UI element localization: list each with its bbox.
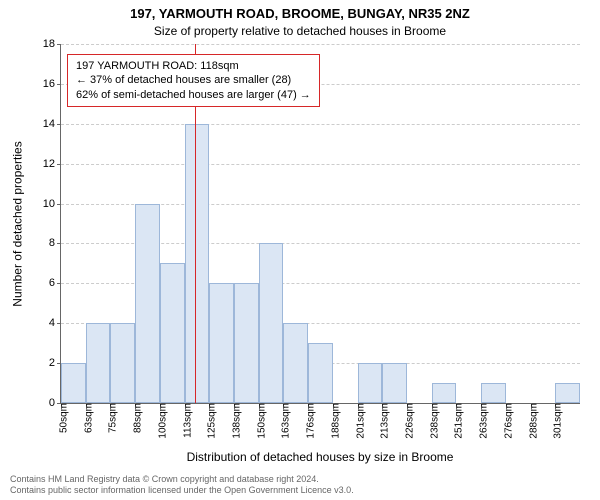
annotation-line1: 197 YARMOUTH ROAD: 118sqm — [76, 59, 311, 73]
histogram-bar — [432, 383, 457, 403]
histogram-bar — [160, 263, 185, 403]
histogram-bar — [308, 343, 333, 403]
xtick-label: 201sqm — [349, 403, 366, 439]
histogram-bar — [358, 363, 383, 403]
histogram-bar — [481, 383, 506, 403]
plot-area: 02468101214161850sqm63sqm75sqm88sqm100sq… — [60, 44, 580, 404]
xtick-label: 301sqm — [547, 403, 564, 439]
xtick-label: 88sqm — [127, 403, 144, 433]
xtick-label: 150sqm — [250, 403, 267, 439]
histogram-bar — [382, 363, 407, 403]
ytick-label: 18 — [43, 38, 61, 50]
histogram-bar — [135, 204, 160, 403]
histogram-bar — [110, 323, 135, 403]
histogram-bar — [283, 323, 308, 403]
xtick-label: 125sqm — [201, 403, 218, 439]
xtick-label: 75sqm — [102, 403, 119, 433]
ytick-label: 8 — [49, 237, 61, 249]
ytick-label: 16 — [43, 78, 61, 90]
ytick-label: 4 — [49, 317, 61, 329]
gridline — [61, 164, 580, 165]
annotation-line3: 62% of semi-detached houses are larger (… — [76, 88, 311, 102]
chart-title-main: 197, YARMOUTH ROAD, BROOME, BUNGAY, NR35… — [0, 6, 600, 21]
xtick-label: 251sqm — [448, 403, 465, 439]
gridline — [61, 44, 580, 45]
xtick-label: 100sqm — [151, 403, 168, 439]
gridline — [61, 124, 580, 125]
ytick-label: 2 — [49, 357, 61, 369]
footer-attribution: Contains HM Land Registry data © Crown c… — [10, 474, 354, 496]
xtick-label: 288sqm — [522, 403, 539, 439]
xtick-label: 113sqm — [176, 403, 193, 438]
xtick-label: 238sqm — [423, 403, 440, 439]
chart-title-sub: Size of property relative to detached ho… — [0, 24, 600, 38]
histogram-bar — [259, 243, 284, 403]
ytick-label: 10 — [43, 198, 61, 210]
xtick-label: 50sqm — [53, 403, 70, 433]
annotation-box: 197 YARMOUTH ROAD: 118sqm← 37% of detach… — [67, 54, 320, 107]
xtick-label: 138sqm — [226, 403, 243, 439]
ytick-label: 12 — [43, 158, 61, 170]
histogram-bar — [209, 283, 234, 403]
histogram-bar — [185, 124, 210, 403]
xtick-label: 226sqm — [399, 403, 416, 439]
xtick-label: 163sqm — [275, 403, 292, 439]
histogram-bar — [86, 323, 111, 403]
footer-line1: Contains HM Land Registry data © Crown c… — [10, 474, 354, 485]
xtick-label: 176sqm — [300, 403, 317, 439]
histogram-bar — [555, 383, 580, 403]
xtick-label: 63sqm — [77, 403, 94, 433]
figure-root: 197, YARMOUTH ROAD, BROOME, BUNGAY, NR35… — [0, 0, 600, 500]
xtick-label: 263sqm — [473, 403, 490, 439]
x-axis-label: Distribution of detached houses by size … — [60, 450, 580, 464]
xtick-label: 213sqm — [374, 403, 391, 439]
histogram-bar — [234, 283, 259, 403]
footer-line2: Contains public sector information licen… — [10, 485, 354, 496]
annotation-line2: ← 37% of detached houses are smaller (28… — [76, 73, 311, 87]
ytick-label: 6 — [49, 277, 61, 289]
ytick-label: 14 — [43, 118, 61, 130]
y-axis-label: Number of detached properties — [10, 44, 26, 404]
xtick-label: 188sqm — [324, 403, 341, 439]
xtick-label: 276sqm — [497, 403, 514, 439]
histogram-bar — [61, 363, 86, 403]
